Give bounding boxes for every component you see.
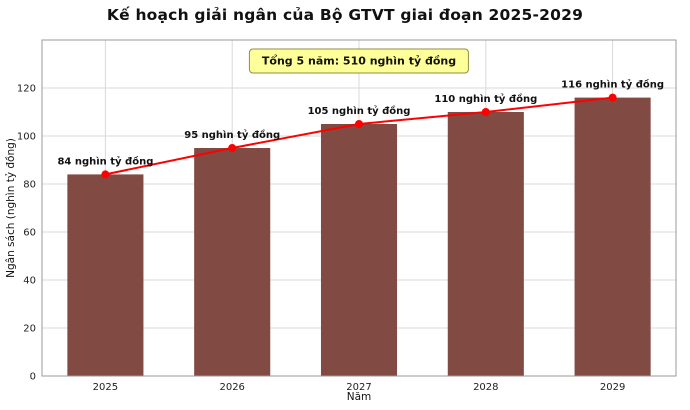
y-tick-label-40: 40 bbox=[23, 276, 36, 287]
marker-2027 bbox=[355, 120, 363, 128]
y-tick-label-80: 80 bbox=[23, 180, 36, 191]
bar-2029 bbox=[574, 97, 651, 376]
bar-2028 bbox=[447, 112, 524, 376]
y-tick-label-0: 0 bbox=[30, 372, 36, 383]
bar-2026 bbox=[194, 148, 271, 376]
y-tick-label-100: 100 bbox=[17, 132, 36, 143]
data-label-2026: 95 nghìn tỷ đồng bbox=[184, 128, 280, 141]
x-axis-label: Năm bbox=[346, 391, 372, 403]
total-annotation: Tổng 5 năm: 510 nghìn tỷ đồng bbox=[248, 48, 470, 74]
y-tick-label-20: 20 bbox=[23, 324, 36, 335]
data-label-2025: 84 nghìn tỷ đồng bbox=[57, 154, 153, 167]
y-axis-label: Ngân sách (nghìn tỷ đồng) bbox=[5, 138, 17, 278]
marker-2026 bbox=[228, 144, 237, 152]
chart-title: Kế hoạch giải ngân của Bộ GTVT giai đoạn… bbox=[106, 6, 584, 24]
x-tick-label-2027: 2027 bbox=[346, 382, 371, 393]
y-tick-label-60: 60 bbox=[23, 228, 36, 239]
y-tick-label-120: 120 bbox=[17, 84, 36, 95]
plot-border bbox=[41, 39, 677, 377]
x-tick-label-2026: 2026 bbox=[219, 382, 244, 393]
bar-2025 bbox=[67, 174, 144, 376]
bar-2027 bbox=[320, 124, 398, 376]
marker-2025 bbox=[101, 170, 110, 179]
x-tick-label-2029: 2029 bbox=[600, 382, 625, 393]
data-label-2029: 116 nghìn tỷ đồng bbox=[561, 78, 664, 91]
marker-2029 bbox=[608, 93, 617, 102]
x-tick-label-2025: 2025 bbox=[93, 382, 118, 393]
x-tick-label-2028: 2028 bbox=[473, 382, 498, 393]
marker-2028 bbox=[481, 108, 490, 116]
data-label-2027: 105 nghìn tỷ đồng bbox=[308, 104, 411, 117]
data-label-2028: 110 nghìn tỷ đồng bbox=[434, 92, 537, 105]
